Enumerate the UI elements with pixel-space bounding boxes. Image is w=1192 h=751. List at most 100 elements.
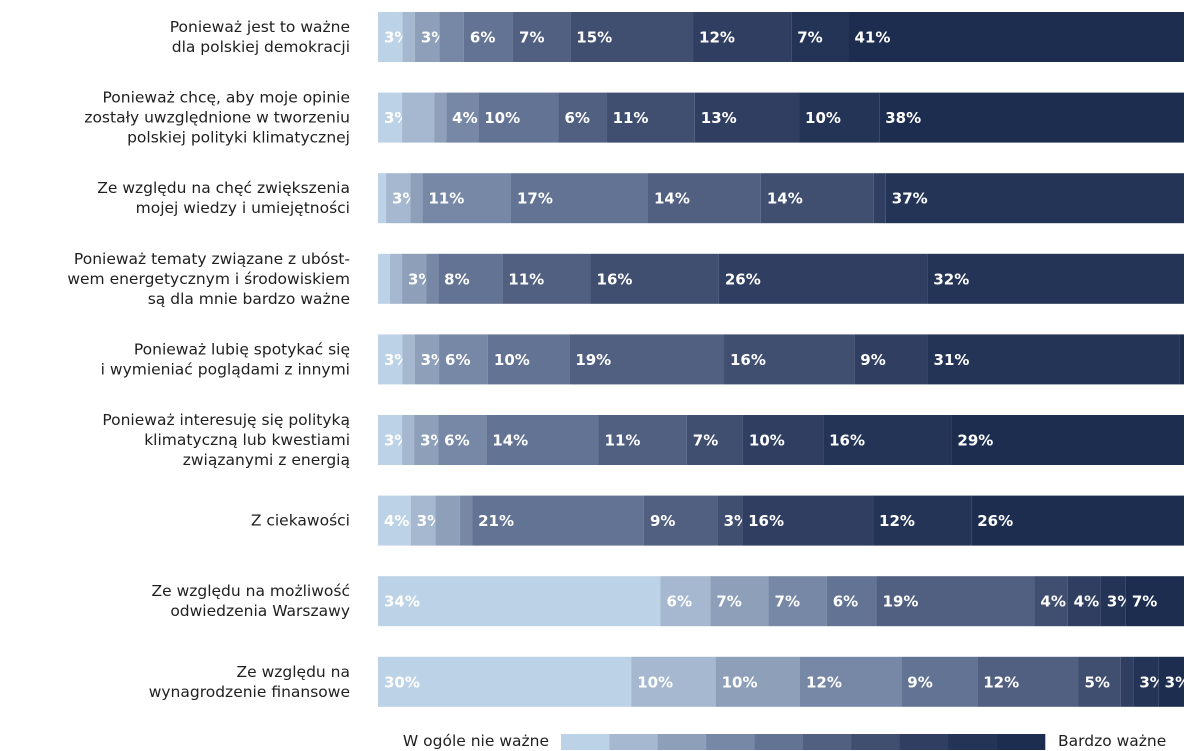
bar-segment [971, 495, 1184, 546]
bar-segment [1078, 656, 1121, 707]
bar-segment [378, 92, 403, 143]
legend-swatch [948, 734, 997, 750]
category-label: Ze względu na możliwość odwiedzenia Warsz… [151, 582, 350, 620]
legend-swatches [561, 734, 1046, 750]
segment-value-label: 4% [384, 512, 409, 530]
segment-value-label: 10% [805, 109, 841, 127]
bar-segment [486, 415, 599, 465]
bar-segment [410, 173, 423, 224]
bar-segment [799, 656, 902, 707]
segment-value-label: 21% [478, 512, 514, 530]
bar-segment [439, 12, 464, 62]
bar-segment [378, 12, 403, 62]
segment-value-label: 3% [1139, 673, 1164, 691]
bar-segment [390, 253, 403, 304]
bar-segment [422, 173, 511, 224]
segment-value-label: 16% [730, 351, 766, 369]
segment-value-label: 10% [494, 351, 530, 369]
bar-row: Z ciekawości 4% 3% 21% 9% 3% 16% 12% 26% [251, 495, 1184, 546]
segment-value-label: 11% [508, 270, 544, 288]
bar-segment [558, 92, 607, 143]
bar-segment [378, 334, 403, 385]
segment-value-label: 4% [1040, 593, 1065, 611]
segment-value-label: 26% [977, 512, 1013, 530]
segment-value-label: 10% [484, 109, 520, 127]
bar-segment [1125, 576, 1184, 627]
bar-row: Ponieważ tematy związane z ubóst-wem ene… [67, 250, 1184, 308]
bar-segment [854, 334, 928, 385]
segment-value-label: 7% [519, 29, 544, 47]
bar-segment [977, 656, 1079, 707]
bar-segment [693, 12, 792, 62]
segment-value-label: 9% [860, 351, 885, 369]
bar-segment [590, 253, 719, 304]
bar-segment [885, 173, 1184, 224]
bar-segment [438, 253, 503, 304]
bar-segment [648, 173, 761, 224]
bar-segment [791, 12, 849, 62]
bar-segment [378, 415, 403, 465]
bar-segment [502, 253, 591, 304]
bar-segment [718, 253, 928, 304]
segment-value-label: 32% [933, 270, 969, 288]
segment-value-label: 6% [444, 432, 469, 450]
category-label: Z ciekawości [251, 512, 350, 530]
segment-value-label: 31% [934, 351, 970, 369]
segment-value-label: 12% [806, 673, 842, 691]
bar-segment [724, 334, 855, 385]
legend-swatch [609, 734, 659, 750]
segment-value-label: 6% [470, 29, 495, 47]
segment-value-label: 34% [384, 593, 420, 611]
segment-value-label: 26% [725, 270, 761, 288]
segment-value-label: 16% [597, 270, 633, 288]
segment-value-label: 7% [716, 593, 741, 611]
segment-value-label: 6% [833, 593, 858, 611]
bar-segment [510, 173, 649, 224]
category-label: Ponieważ jest to ważne dla polskiej demok… [170, 18, 350, 56]
bar-segment [459, 495, 473, 546]
bar-segment [768, 576, 827, 627]
segment-value-label: 10% [749, 432, 785, 450]
segment-value-label: 11% [605, 432, 641, 450]
bar-segment [927, 253, 1184, 304]
bar-segment [879, 92, 1184, 143]
bar-segment [410, 495, 436, 546]
bar-segment [414, 12, 440, 62]
bar-segment [873, 173, 886, 224]
category-label: Ze względu na wynagrodzenie finansowe [149, 663, 350, 701]
bar-segment [487, 334, 570, 385]
bar-segment [717, 495, 743, 546]
bar-segment [1034, 576, 1068, 627]
segment-value-label: 10% [637, 673, 673, 691]
bar-segment [513, 12, 571, 62]
bar-segment [927, 334, 1180, 385]
bar-segment [569, 334, 725, 385]
segment-value-label: 17% [517, 190, 553, 208]
legend-swatch [899, 734, 949, 750]
segment-value-label: 16% [748, 512, 784, 530]
bar-row: Ponieważ lubię spotykać się i wymieniać p… [101, 334, 1184, 385]
bar-segment [378, 173, 387, 224]
bar-segment [631, 656, 716, 707]
bar-segment [660, 576, 711, 627]
segment-value-label: 6% [564, 109, 589, 127]
segment-value-label: 7% [797, 29, 822, 47]
legend-swatch [803, 734, 852, 750]
legend-swatch [851, 734, 901, 750]
segment-value-label: 12% [699, 29, 735, 47]
bar-segment [472, 495, 644, 546]
bar-segment [606, 92, 695, 143]
legend-swatch [754, 734, 804, 750]
bar-segment [402, 12, 415, 62]
bar-segment [478, 92, 559, 143]
legend-swatch [657, 734, 707, 750]
bar-segment [1179, 334, 1184, 385]
legend-swatch [996, 734, 1046, 750]
segment-value-label: 14% [492, 432, 528, 450]
segment-value-label: 10% [722, 673, 758, 691]
bar-segment [1067, 576, 1101, 627]
chart-rows: Ponieważ jest to ważne dla polskiej demok… [67, 12, 1190, 707]
bar-segment [378, 576, 661, 627]
bar-segment [463, 12, 514, 62]
category-label: Ponieważ lubię spotykać się i wymieniać p… [101, 340, 350, 378]
